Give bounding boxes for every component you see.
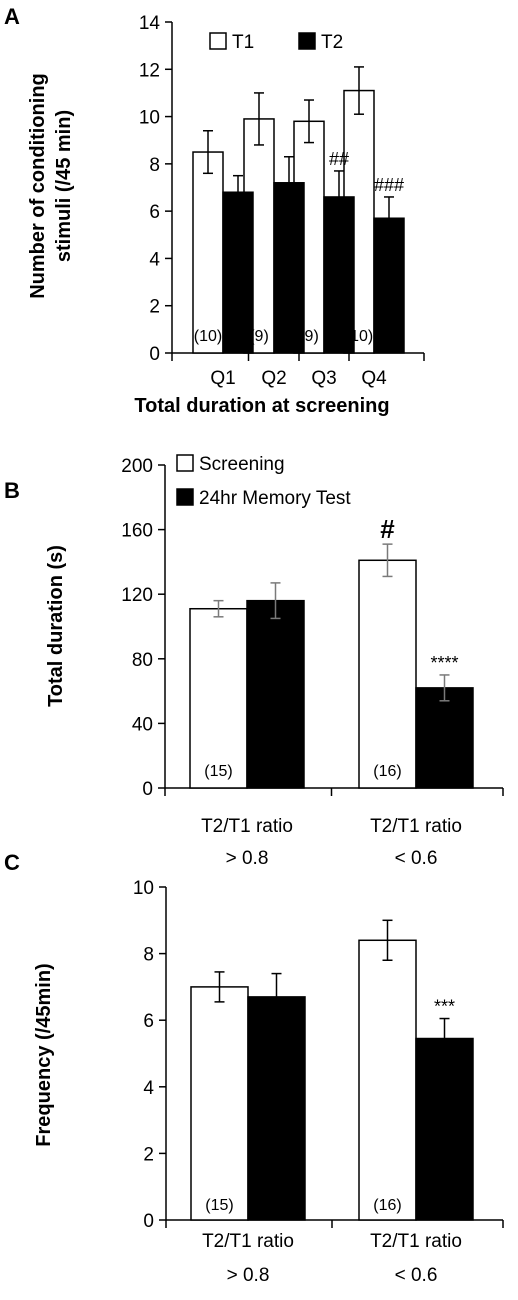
y-axis-title: Total duration (s) [45, 545, 67, 707]
x-axis-title: Total duration at screening [134, 395, 389, 417]
bar-t2-1 [222, 191, 254, 354]
bar-t1-1 [192, 151, 224, 354]
n-label: (9) [299, 328, 319, 345]
bar-24hr-memory-test-2 [415, 687, 474, 789]
n-label: (16) [373, 763, 401, 780]
significance-marker: ## [329, 149, 349, 169]
y-tick-label: 6 [143, 1011, 154, 1032]
bar-series-2-1 [247, 996, 306, 1221]
legend-label-memory-test: 24hr Memory Test [199, 488, 351, 509]
n-label: (15) [205, 1197, 233, 1214]
y-tick-label: 40 [132, 714, 153, 735]
bar-t2-4 [373, 217, 405, 354]
bar-screening-1 [189, 607, 248, 789]
n-label: (15) [204, 763, 232, 780]
category-label: Q3 [311, 368, 336, 389]
significance-marker: **** [430, 653, 458, 673]
y-tick-label: 200 [121, 456, 153, 477]
chart-panel-C: 0 2 4 6 8 10 *** (15) (16) T2/T1 ratio > 0.8 T2/T1 … [33, 878, 504, 1286]
panel-letter-B: B [4, 478, 20, 503]
n-label: (10) [345, 328, 373, 345]
y-tick-label: 10 [139, 108, 160, 129]
category-label-line2: > 0.8 [226, 848, 269, 869]
panel-letter-C: C [4, 850, 20, 875]
y-tick-label: 10 [133, 878, 154, 899]
y-tick-label: 80 [132, 650, 153, 671]
n-label: (10) [194, 328, 222, 345]
y-tick-label: 4 [143, 1078, 154, 1099]
y-tick-label: 2 [149, 297, 160, 318]
legend-label-t2: T2 [321, 32, 343, 53]
n-label: (16) [373, 1197, 401, 1214]
y-tick-label: 14 [139, 13, 161, 34]
y-tick-label: 4 [149, 249, 160, 270]
panel-letter-A: A [4, 4, 20, 29]
bar-t2-2 [273, 182, 305, 354]
category-label: Q1 [210, 368, 235, 389]
category-label: T2/T1 ratio [370, 1231, 462, 1252]
bar-screening-2 [358, 559, 417, 789]
y-tick-label: 6 [149, 202, 160, 223]
y-axis-title: Frequency (/45min) [33, 963, 55, 1146]
legend-label-screening: Screening [199, 454, 285, 475]
n-label: (9) [249, 328, 269, 345]
significance-marker: *** [434, 997, 455, 1017]
category-label-line2: > 0.8 [227, 1265, 270, 1286]
legend-label-t1: T1 [232, 32, 254, 53]
y-tick-label: 12 [139, 60, 160, 81]
significance-marker: # [380, 514, 395, 544]
y-tick-label: 0 [142, 779, 153, 800]
significance-marker: ### [374, 175, 404, 195]
y-axis-title: Number of conditioning stimuli (/45 min) [27, 73, 75, 299]
legend-swatch-t2 [298, 32, 316, 50]
bar-series-1-2 [358, 939, 417, 1221]
category-label: T2/T1 ratio [201, 816, 293, 837]
bar-24hr-memory-test-1 [246, 599, 305, 789]
category-label: Q2 [261, 368, 286, 389]
category-label-line2: < 0.6 [395, 1265, 438, 1286]
chart-panel-B: 0 40 80 120 160 200 # **** (15) (16) T2/T1 ratio > … [45, 454, 504, 869]
category-label-line2: < 0.6 [395, 848, 438, 869]
legend-swatch-t1 [209, 32, 227, 50]
y-tick-label: 160 [121, 521, 153, 542]
category-label: T2/T1 ratio [370, 816, 462, 837]
y-tick-label: 8 [143, 945, 154, 966]
y-tick-label: 0 [149, 344, 160, 365]
y-tick-label: 8 [149, 155, 160, 176]
bar-series-2-2 [415, 1037, 474, 1221]
legend-swatch-screening [176, 454, 194, 472]
legend-swatch-memory-test [176, 488, 194, 506]
y-tick-label: 120 [121, 585, 153, 606]
bar-series-1-1 [190, 986, 249, 1221]
y-tick-label: 0 [143, 1211, 154, 1232]
y-tick-label: 2 [143, 1144, 154, 1165]
category-label: T2/T1 ratio [202, 1231, 294, 1252]
category-label: Q4 [361, 368, 387, 389]
